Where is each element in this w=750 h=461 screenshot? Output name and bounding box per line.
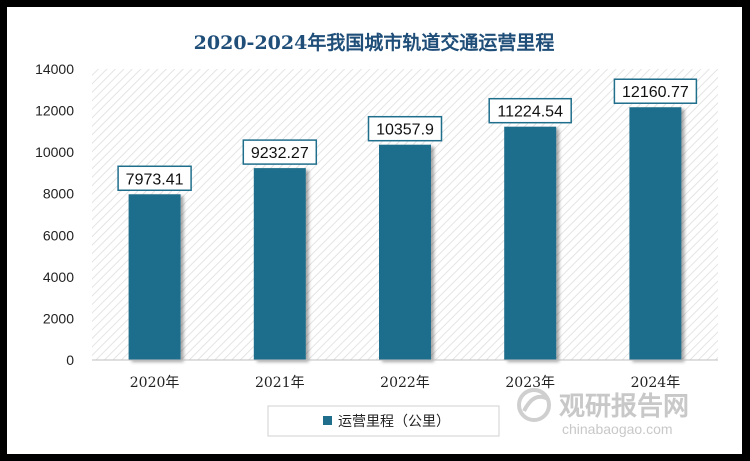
- watermark: 观研报告网 chinabaogao.com: [517, 388, 689, 437]
- bar: [629, 107, 682, 360]
- y-axis: 0 2000 4000 6000 8000 10000 12000 14000: [35, 61, 74, 368]
- y-tick-label: 12000: [35, 103, 74, 119]
- y-tick-label: 14000: [35, 61, 74, 77]
- legend: 运营里程（公里）: [267, 405, 500, 437]
- y-tick-label: 10000: [35, 144, 74, 160]
- x-tick-label: 2022年: [380, 375, 430, 391]
- bar: [253, 168, 306, 360]
- data-label: 9232.27: [251, 145, 309, 162]
- data-label: 10357.9: [376, 122, 434, 139]
- bar: [128, 194, 181, 360]
- y-tick-label: 4000: [43, 269, 74, 285]
- watermark-text-cn: 观研报告网: [559, 391, 689, 422]
- x-tick-label: 2024年: [631, 375, 681, 391]
- bar: [379, 144, 431, 360]
- y-tick-label: 0: [66, 352, 74, 368]
- x-axis: 2020年 2021年 2022年 2023年 2024年: [92, 359, 718, 391]
- data-label-box: [117, 165, 192, 192]
- bar: [504, 126, 557, 361]
- data-label-box: [367, 115, 443, 142]
- x-tick-label: 2021年: [255, 375, 305, 391]
- chart-title: 2020-2024年我国城市轨道交通运营里程: [194, 31, 555, 54]
- legend-box: [267, 405, 500, 437]
- y-tick-label: 8000: [43, 186, 74, 202]
- data-label-box: [613, 78, 698, 104]
- watermark-text-en: chinabaogao.com: [562, 421, 673, 437]
- data-label: 11224.54: [497, 104, 563, 121]
- x-tick-label: 2020年: [130, 375, 180, 391]
- bar-series: 7973.41 9232.27 10357.9 11224.54 12160.77: [117, 78, 698, 361]
- legend-swatch: [323, 416, 332, 425]
- legend-label: 运营里程（公里）: [338, 414, 450, 430]
- data-label: 12160.77: [622, 84, 689, 101]
- data-label-box: [488, 97, 572, 124]
- y-tick-label: 6000: [43, 227, 74, 243]
- y-tick-label: 2000: [43, 310, 74, 326]
- bar-chart: 2020-2024年我国城市轨道交通运营里程 0 2000 4000 6000 8000…: [35, 31, 718, 437]
- data-label-box: [242, 139, 318, 165]
- x-tick-label: 2023年: [505, 375, 555, 391]
- watermark-logo-icon: [517, 388, 551, 422]
- data-label: 7973.41: [126, 171, 184, 188]
- chart-frame: 2020-2024年我国城市轨道交通运营里程 0 2000 4000 6000 8000…: [7, 7, 742, 454]
